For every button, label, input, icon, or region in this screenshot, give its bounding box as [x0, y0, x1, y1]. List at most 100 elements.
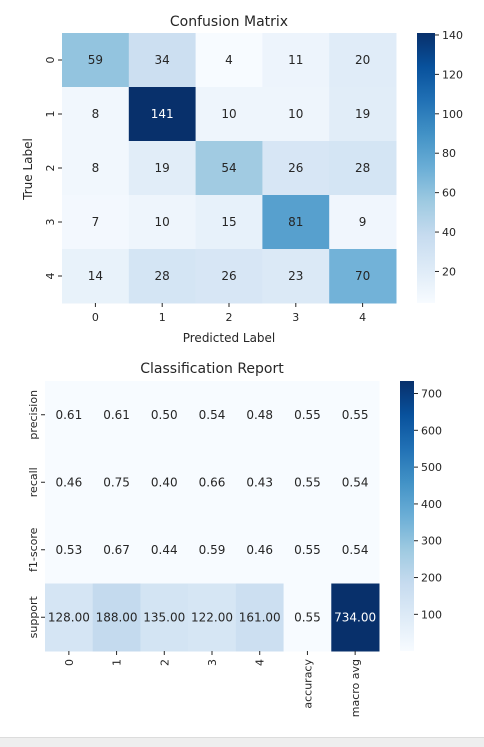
- cr-cell-label: 0.48: [246, 408, 273, 422]
- cr-cell-label: 0.55: [294, 610, 321, 624]
- cm-cell-label: 20: [355, 53, 370, 67]
- cr-cell: [331, 583, 380, 652]
- cr-cell-label: 0.61: [103, 408, 130, 422]
- cr-cell-label: 0.46: [55, 475, 82, 489]
- cr-cell: [92, 448, 141, 517]
- cr-colorbar-tick-label: 500: [421, 461, 442, 474]
- cr-x-tick-label: 2: [158, 659, 171, 666]
- cm-cell-label: 23: [288, 269, 303, 283]
- cm-cell: [62, 195, 130, 250]
- cr-cell: [283, 381, 332, 449]
- cm-cell-label: 81: [288, 215, 303, 229]
- cr-colorbar-tick-label: 400: [421, 498, 442, 511]
- cr-cell: [140, 448, 189, 517]
- cr-cell-label: 0.53: [55, 543, 82, 557]
- cr-cell: [140, 381, 189, 449]
- cm-cell: [128, 33, 197, 88]
- cm-cell: [62, 249, 130, 304]
- cr-y-tick-label: recall: [27, 467, 40, 497]
- cm-cell-label: 26: [221, 269, 236, 283]
- cm-cell-label: 8: [92, 161, 100, 175]
- cr-cell-label: 0.54: [342, 543, 369, 557]
- cr-cell: [235, 583, 285, 652]
- cm-cell: [262, 33, 330, 88]
- cm-x-tick-label: 3: [292, 311, 299, 324]
- cr-colorbar-tick-label: 200: [421, 572, 442, 585]
- cm-cell-label: 26: [288, 161, 303, 175]
- cr-cell-label: 0.75: [103, 475, 130, 489]
- cr-cell: [283, 516, 332, 584]
- cm-cell: [62, 33, 130, 88]
- cr-y-tick-label: f1-score: [27, 527, 40, 572]
- cm-cell-label: 19: [355, 107, 370, 121]
- cm-cell-label: 28: [155, 269, 170, 283]
- cr-cell: [188, 381, 237, 449]
- cm-cell: [195, 195, 263, 250]
- confusion-matrix-colorbar: 20 40 60 80 100 120 140: [417, 29, 463, 303]
- cr-cell: [92, 516, 141, 584]
- cm-cell: [329, 87, 397, 142]
- cm-cell-label: 10: [288, 107, 303, 121]
- cm-cell: [262, 249, 330, 304]
- cm-cell-label: 34: [155, 53, 170, 67]
- cm-cell: [128, 141, 197, 196]
- cr-cell-label: 0.61: [55, 408, 82, 422]
- classification-report-cells: 0.61 0.61 0.50 0.54 0.48 0.55 0.55 0.46 0.75 0.40…: [45, 381, 380, 652]
- cr-cell: [45, 381, 94, 449]
- cr-x-tick-label: 1: [111, 659, 124, 666]
- cr-cell: [92, 583, 141, 652]
- cr-cell-label: 0.55: [294, 543, 321, 557]
- cr-cell: [283, 448, 332, 517]
- cm-cell-label: 70: [355, 269, 370, 283]
- cm-cell-label: 10: [155, 215, 170, 229]
- cr-x-tick-label: accuracy: [301, 659, 314, 709]
- cr-cell-label: 0.43: [246, 475, 273, 489]
- cr-cell-label: 188.00: [96, 610, 138, 624]
- cm-cell: [128, 87, 197, 142]
- cr-x-tick-label: 0: [63, 659, 76, 666]
- cr-cell-label: 0.54: [342, 475, 369, 489]
- cm-x-tick-label: 0: [92, 311, 99, 324]
- cm-x-tick-label: 4: [359, 311, 366, 324]
- cr-cell-label: 0.54: [199, 408, 226, 422]
- cr-cell: [235, 516, 285, 584]
- cr-cell: [331, 448, 380, 517]
- cm-y-tick-label: 3: [44, 219, 57, 226]
- cm-colorbar-tick-label: 120: [442, 68, 463, 81]
- cr-cell-label: 0.46: [246, 543, 273, 557]
- cr-cell-label: 0.40: [151, 475, 178, 489]
- confusion-matrix-chart: Confusion Matrix 59 34 4 11 208 141 10 10 198 19 5…: [21, 14, 463, 345]
- cm-cell-label: 15: [221, 215, 236, 229]
- cm-cell: [329, 195, 397, 250]
- cm-x-tick-label: 1: [159, 311, 166, 324]
- cm-cell: [195, 87, 263, 142]
- cr-cell: [188, 583, 237, 652]
- confusion-matrix-x-ticks: 0 1 2 3 4: [92, 303, 366, 324]
- confusion-matrix-cells: 59 34 4 11 208 141 10 10 198 19 54 26 287 10 15 81 914 28…: [62, 33, 397, 304]
- confusion-matrix-xlabel: Predicted Label: [183, 331, 276, 345]
- cm-cell: [62, 141, 130, 196]
- confusion-matrix-title: Confusion Matrix: [170, 14, 288, 30]
- cm-colorbar-tick-label: 80: [442, 147, 456, 160]
- cr-cell: [92, 381, 141, 449]
- cm-cell-label: 10: [221, 107, 236, 121]
- cr-colorbar-tick-label: 600: [421, 424, 442, 437]
- cr-cell: [188, 516, 237, 584]
- cr-x-tick-label: macro avg: [349, 659, 362, 717]
- cr-cell-label: 122.00: [191, 610, 233, 624]
- cr-colorbar-tick-label: 700: [421, 388, 442, 401]
- cm-y-tick-label: 2: [44, 165, 57, 172]
- cm-cell: [128, 195, 197, 250]
- cm-colorbar-tick-label: 60: [442, 187, 456, 200]
- cm-cell: [262, 195, 330, 250]
- cr-colorbar-tick-label: 100: [421, 608, 442, 621]
- cm-x-tick-label: 2: [226, 311, 233, 324]
- cr-cell-label: 734.00: [334, 610, 376, 624]
- cm-colorbar-gradient: [417, 33, 435, 303]
- cr-x-tick-label: 4: [254, 659, 267, 666]
- cm-cell-label: 11: [288, 53, 303, 67]
- cm-cell: [195, 141, 263, 196]
- cm-cell: [329, 249, 397, 304]
- cr-cell-label: 0.67: [103, 543, 130, 557]
